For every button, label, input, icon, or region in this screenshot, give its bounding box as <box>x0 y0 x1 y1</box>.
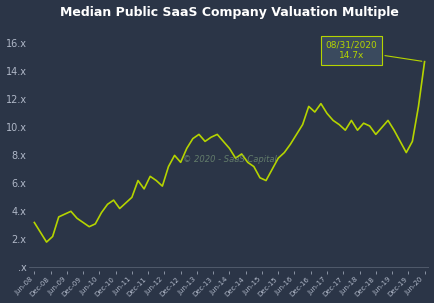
Text: © 2020 - SaaS Capital: © 2020 - SaaS Capital <box>182 155 276 164</box>
Title: Median Public SaaS Company Valuation Multiple: Median Public SaaS Company Valuation Mul… <box>60 5 398 18</box>
Text: 08/31/2020
14.7x: 08/31/2020 14.7x <box>325 41 421 61</box>
